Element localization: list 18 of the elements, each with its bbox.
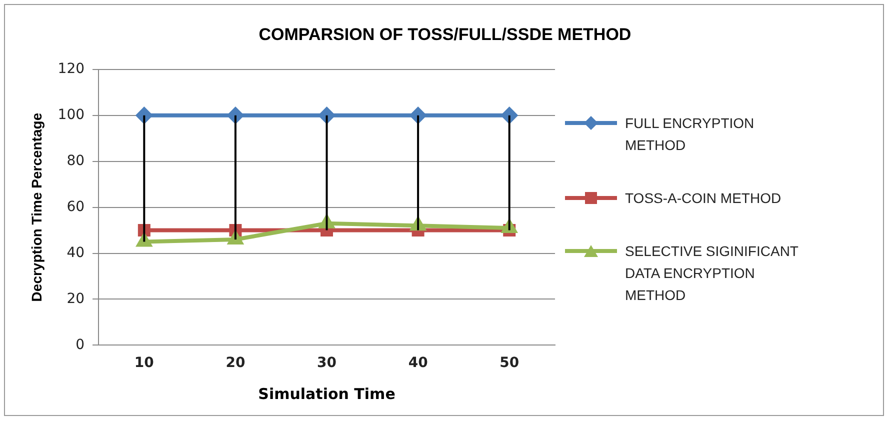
y-tick-label: 20 [66, 290, 85, 307]
x-tick-label: 20 [226, 355, 246, 372]
x-tick-label: 50 [500, 355, 520, 372]
legend-label: SELECTIVE SIGINIFICANT DATA ENCRYPTION METHOD [625, 242, 800, 305]
legend-label: FULL ENCRYPTION METHOD [625, 114, 756, 155]
y-tick-label: 60 [66, 198, 85, 215]
y-tick-label: 80 [66, 152, 85, 169]
x-tick-label: 30 [317, 355, 337, 372]
x-axis-title: Simulation Time [258, 384, 396, 403]
x-tick-label: 10 [134, 355, 154, 372]
y-axis-title: Decryption Time Percentage [28, 112, 44, 302]
x-tick-label: 40 [408, 355, 428, 372]
y-tick-label: 40 [66, 244, 85, 261]
chart-title: COMPARSION OF TOSS/FULL/SSDE METHOD [258, 25, 632, 45]
y-tick-label: 120 [58, 61, 85, 78]
y-tick-label: 0 [76, 336, 85, 353]
y-tick-label: 100 [58, 107, 85, 124]
legend-label: TOSS-A-COIN METHOD [625, 189, 782, 208]
